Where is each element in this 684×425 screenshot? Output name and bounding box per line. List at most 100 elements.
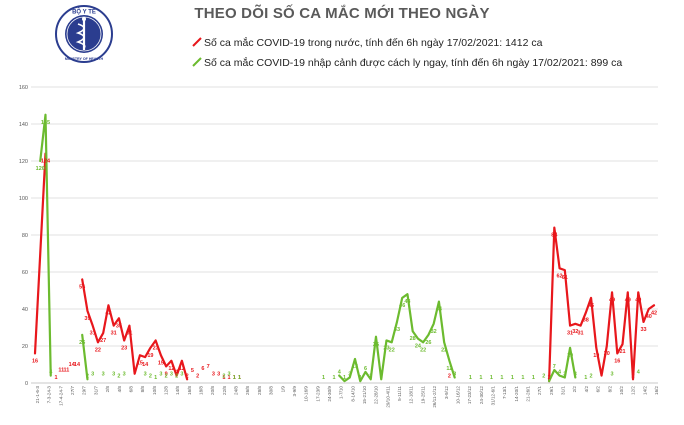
data-label: 31 <box>111 331 117 337</box>
data-label: 2 <box>186 373 189 379</box>
x-tick-label: 4/2 <box>584 386 589 393</box>
data-label: 49 <box>635 297 641 303</box>
x-tick-label: 24-30/12 <box>479 386 484 405</box>
y-tick-label: 120 <box>19 159 28 165</box>
data-label: 3 <box>180 371 183 377</box>
x-tick-label: 14/8 <box>175 386 180 395</box>
data-label: 1 <box>521 375 524 381</box>
x-tick-label: 26/11-2/12 <box>432 386 437 408</box>
legend-marker-imported <box>192 57 202 67</box>
ministry-of-health-logo: BỘ Y TẾ MINISTRY OF HEALTH <box>55 5 113 63</box>
data-label: 2 <box>86 373 89 379</box>
x-tick-label: 21-26/1 <box>526 386 531 402</box>
data-label: 33 <box>640 327 646 333</box>
data-label: 42 <box>105 310 111 316</box>
data-label: 49 <box>625 297 631 303</box>
data-label: 1 <box>233 375 236 381</box>
data-label: 1 <box>238 375 241 381</box>
data-label: 28 <box>410 336 416 342</box>
data-label: 23 <box>121 345 127 351</box>
y-tick-label: 60 <box>22 270 28 276</box>
data-label: 35 <box>116 323 122 329</box>
data-label: 12 <box>168 366 174 372</box>
x-tick-label: 12-18/11 <box>409 386 414 404</box>
data-label: 19 <box>567 353 573 359</box>
y-tick-label: 0 <box>25 381 28 387</box>
data-label: 1 <box>532 375 535 381</box>
x-tick-label: 21-1-6-3 <box>35 386 40 404</box>
data-label: 4 <box>600 370 604 376</box>
x-tick-label: 19-25/11 <box>420 386 425 404</box>
x-tick-label: 17-23/9 <box>315 386 320 402</box>
data-label: 1 <box>343 375 346 381</box>
data-label: 31 <box>577 331 583 337</box>
x-tick-label: 8/8 <box>140 386 145 393</box>
data-label: 14 <box>74 362 81 368</box>
svg-text:MINISTRY OF HEALTH: MINISTRY OF HEALTH <box>65 57 104 61</box>
data-label: 31 <box>126 331 132 337</box>
data-label: 1 <box>548 375 551 381</box>
chart-title: THEO DÕI SỐ CA MẮC MỚI THEO NGÀY <box>194 5 490 22</box>
x-tick-label: 8/2 <box>607 386 612 393</box>
data-label: 3 <box>91 371 94 377</box>
y-tick-label: 80 <box>22 233 28 239</box>
data-label: 2 <box>369 373 372 379</box>
x-tick-label: 2/8 <box>105 386 110 393</box>
x-tick-label: 27/7 <box>70 386 75 395</box>
data-label: 19 <box>147 353 153 359</box>
data-label: 1 <box>479 375 482 381</box>
data-label: 5 <box>191 368 194 374</box>
x-tick-label: 4/8 <box>117 386 122 393</box>
x-tick-label: 7-3-24-3 <box>47 386 52 404</box>
data-label: 46 <box>588 303 594 309</box>
x-axis-ticks: 21-1-6-3 7-3-24-3 17-4-24-7 27/7 29/7 31/7 2/8… <box>35 386 659 408</box>
data-label: 25 <box>373 342 379 348</box>
data-label: 12 <box>446 366 452 372</box>
data-label: 2 <box>196 373 199 379</box>
data-label: 6 <box>364 366 367 372</box>
data-label: 12 <box>179 366 185 372</box>
data-label: 1 <box>584 375 587 381</box>
data-label: 4 <box>49 370 53 376</box>
data-label: 16 <box>614 358 620 364</box>
y-tick-label: 100 <box>19 196 28 202</box>
data-label: 26 <box>425 340 431 346</box>
data-label: 22 <box>420 347 426 353</box>
x-tick-label: 29/7 <box>82 386 87 395</box>
data-label: 124 <box>41 159 51 165</box>
data-label: 3 <box>102 371 105 377</box>
x-tick-label: 26/8 <box>245 386 250 395</box>
data-label: 1 <box>154 375 157 381</box>
data-label: 1 <box>233 375 236 381</box>
x-tick-label: 14/2 <box>642 386 647 395</box>
data-label: 31 <box>567 331 573 337</box>
data-label: 1 <box>322 375 325 381</box>
data-label: 3 <box>112 371 115 377</box>
data-label: 15 <box>137 360 143 366</box>
series-line-imported <box>39 113 52 377</box>
data-label: 13 <box>352 364 358 370</box>
x-tick-label: 31/7 <box>93 386 98 395</box>
x-tick-label: 10-16/12 <box>455 386 460 405</box>
data-label: 22 <box>389 347 395 353</box>
data-label: 3 <box>574 371 577 377</box>
data-label: 24 <box>415 344 422 350</box>
legend-domestic-label: Số ca mắc COVID-19 trong nước, tính đến … <box>204 37 543 49</box>
series-line-domestic <box>81 278 189 381</box>
x-tick-label: 1-7/10 <box>339 386 344 399</box>
data-label: 49 <box>609 297 615 303</box>
x-tick-label: 15-21/10 <box>362 386 367 405</box>
x-tick-label: 16/8 <box>187 386 192 395</box>
legend-domestic: Số ca mắc COVID-19 trong nước, tính đến … <box>192 37 542 49</box>
data-label: 3 <box>123 371 126 377</box>
x-tick-label: 18/8 <box>199 386 204 395</box>
x-tick-label: 5-11/11 <box>397 386 402 401</box>
data-label: 2 <box>448 373 451 379</box>
y-tick-label: 160 <box>19 85 28 91</box>
data-label: 16 <box>32 358 38 364</box>
data-label: 2 <box>165 373 168 379</box>
data-label: 2 <box>631 373 634 379</box>
series-line-domestic <box>33 152 47 355</box>
data-label: 7 <box>553 364 556 370</box>
data-label: 1 <box>490 375 493 381</box>
